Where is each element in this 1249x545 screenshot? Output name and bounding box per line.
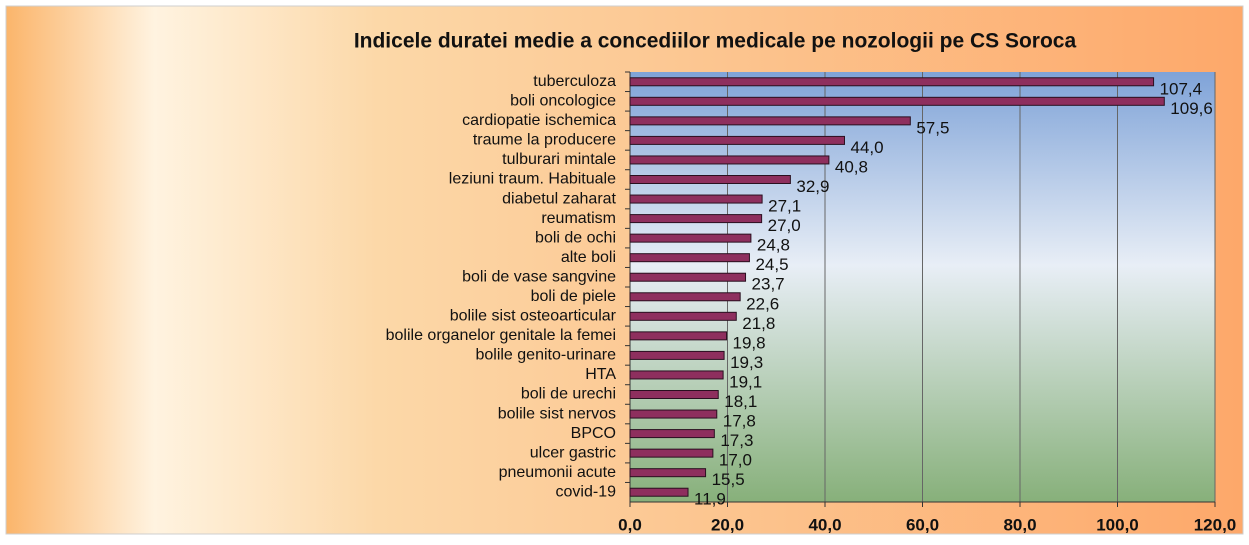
y-tick-label: bolile organelor genitale la femei <box>386 327 616 344</box>
value-label: 57,5 <box>916 118 949 137</box>
x-tick-label: 80,0 <box>1003 515 1036 534</box>
value-label: 18,1 <box>724 392 757 411</box>
y-tick-label: traume la producere <box>473 132 616 149</box>
bar <box>629 253 750 263</box>
x-tick-label: 60,0 <box>906 515 939 534</box>
value-label: 24,8 <box>757 236 790 255</box>
y-tick-label: boli de piele <box>531 288 617 305</box>
bar <box>629 292 741 302</box>
value-label: 11,9 <box>694 490 726 509</box>
bar <box>629 175 791 184</box>
bar <box>629 487 689 497</box>
bar <box>629 116 911 126</box>
x-tick-label: 100,0 <box>1096 515 1139 534</box>
value-label: 107,4 <box>1160 79 1203 98</box>
y-tick-label: bolile sist osteoarticular <box>450 308 617 325</box>
y-tick-label: diabetul zaharat <box>502 190 616 207</box>
value-label: 109,6 <box>1170 99 1213 118</box>
bar <box>629 370 724 380</box>
y-tick-label: boli de vase sangvine <box>462 268 616 285</box>
bar <box>629 155 830 165</box>
y-tick-label: reumatism <box>541 210 616 227</box>
bar <box>629 350 725 360</box>
y-tick-label: pneumonii acute <box>499 464 617 481</box>
y-tick-label: boli oncologice <box>510 93 616 110</box>
y-tick-label: covid-19 <box>556 483 617 500</box>
value-label: 40,8 <box>835 157 868 176</box>
value-label: 19,8 <box>733 333 766 352</box>
bar <box>629 468 707 478</box>
y-tick-label: boli de urechi <box>521 386 616 403</box>
bar <box>629 448 714 458</box>
bar <box>629 331 728 341</box>
y-tick-label: leziuni traum. Habituale <box>449 171 616 188</box>
value-label: 15,5 <box>712 470 745 489</box>
bar <box>629 194 763 204</box>
bar <box>629 135 845 145</box>
y-tick-label: tuberculoza <box>533 73 616 90</box>
value-label: 21,8 <box>742 314 775 333</box>
value-label: 23,7 <box>752 275 785 294</box>
value-label: 17,0 <box>719 451 752 470</box>
y-tick-label: cardiopatie ischemica <box>462 112 616 129</box>
bar <box>629 233 752 243</box>
y-tick-label: bolile sist nervos <box>498 405 616 422</box>
y-tick-label: ulcer gastric <box>530 444 616 461</box>
value-label: 19,3 <box>730 353 763 372</box>
x-tick-label: 20,0 <box>711 515 744 534</box>
y-tick-label: bolile genito-urinare <box>475 347 616 364</box>
y-tick-label: boli de ochi <box>535 229 616 246</box>
value-label: 27,1 <box>768 197 801 216</box>
y-tick-label: alte boli <box>561 249 616 266</box>
y-tick-label: HTA <box>585 366 616 383</box>
value-label: 27,0 <box>768 216 801 235</box>
value-label: 44,0 <box>851 138 884 157</box>
y-tick-label: BPCO <box>571 425 616 442</box>
value-label: 17,8 <box>723 412 756 431</box>
value-label: 22,6 <box>746 294 779 313</box>
y-tick-label: tulburari mintale <box>502 151 616 168</box>
chart-title: Indicele duratei medie a concediilor med… <box>354 30 1077 53</box>
bar <box>629 77 1155 87</box>
bar <box>629 390 719 399</box>
bar <box>629 409 718 419</box>
value-label: 17,3 <box>720 431 753 450</box>
x-tick-label: 0,0 <box>618 515 642 534</box>
value-label: 19,1 <box>729 372 762 391</box>
bar <box>629 311 737 321</box>
bar <box>629 272 747 282</box>
value-label: 32,9 <box>796 177 829 196</box>
value-label: 24,5 <box>755 255 788 274</box>
x-tick-label: 40,0 <box>808 515 841 534</box>
bar <box>629 214 763 224</box>
bar <box>629 96 1165 106</box>
x-tick-label: 120,0 <box>1194 515 1237 534</box>
bar <box>629 429 715 439</box>
